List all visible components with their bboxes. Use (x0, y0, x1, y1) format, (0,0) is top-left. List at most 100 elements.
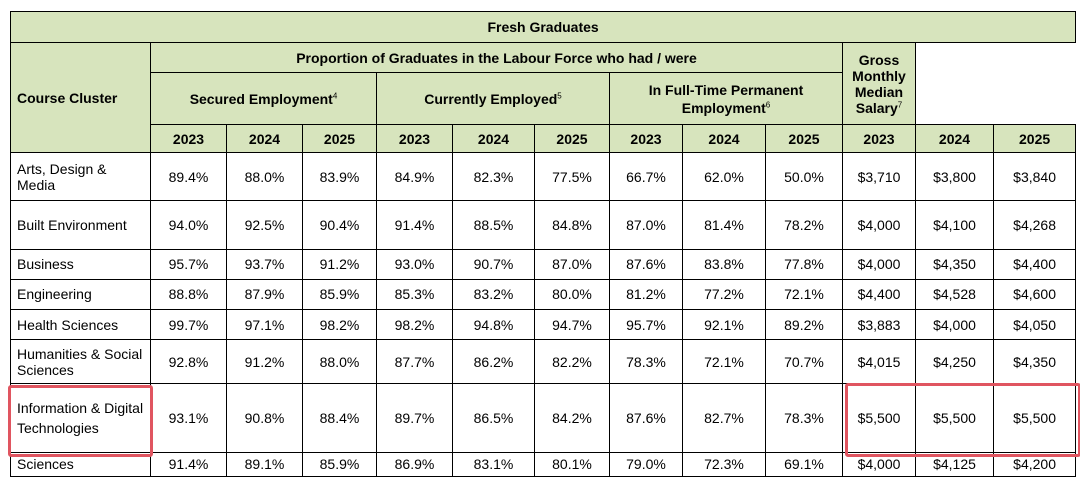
percentage-cell: 78.3% (609, 339, 683, 385)
percentage-cell: 83.9% (302, 151, 377, 202)
year-header: 2024 (452, 124, 535, 153)
salary-cell: $4,015 (842, 339, 916, 385)
course-cluster-cell: Business (10, 248, 151, 280)
percentage-cell: 98.2% (376, 308, 453, 341)
percentage-cell: 85.9% (302, 278, 377, 310)
percentage-cell: 84.8% (534, 200, 610, 250)
percentage-cell: 92.8% (150, 339, 227, 385)
fresh-graduates-table: Fresh Graduates Course Cluster Proportio… (9, 11, 1077, 478)
full-time-permanent-header: In Full-Time Permanent Employment6 (609, 72, 843, 125)
year-header: 2025 (765, 124, 843, 153)
percentage-cell: 95.7% (150, 248, 227, 280)
secured-employment-label: Secured Employment (189, 90, 333, 107)
percentage-cell: 62.0% (682, 151, 766, 202)
percentage-cell: 87.6% (609, 248, 683, 280)
percentage-cell: 84.9% (376, 151, 453, 202)
year-header: 2023 (609, 124, 683, 153)
percentage-cell: 77.8% (765, 248, 843, 280)
full-time-permanent-note: 6 (765, 99, 771, 109)
table-row: Business 95.7% 93.7% 91.2% 93.0% 90.7% 87.0% 87… (10, 248, 1077, 280)
salary-note: 7 (897, 99, 903, 109)
percentage-cell: 86.2% (452, 339, 535, 385)
percentage-cell: 91.4% (150, 451, 227, 478)
percentage-cell: 89.4% (150, 151, 227, 202)
percentage-cell: 82.3% (452, 151, 535, 202)
year-header: 2025 (992, 124, 1077, 153)
percentage-cell: 72.1% (682, 339, 766, 385)
table-title: Fresh Graduates (9, 11, 1077, 43)
salary-cell: $4,268 (992, 200, 1077, 250)
percentage-cell: 89.2% (765, 308, 843, 341)
course-cluster-cell: Arts, Design & Media (10, 151, 151, 202)
percentage-cell: 87.7% (376, 339, 453, 385)
percentage-cell: 79.0% (609, 451, 683, 478)
salary-cell: $4,000 (842, 248, 916, 280)
percentage-cell: 82.2% (534, 339, 610, 385)
course-cluster-cell: Information & Digital Technologies (10, 383, 151, 453)
salary-cell: $4,400 (992, 248, 1077, 280)
full-time-permanent-label: In Full-Time Permanent Employment (648, 81, 804, 116)
percentage-cell: 72.3% (682, 451, 766, 478)
percentage-cell: 87.0% (534, 248, 610, 280)
percentage-cell: 87.6% (609, 383, 683, 453)
salary-cell: $4,528 (915, 278, 994, 310)
percentage-cell: 85.3% (376, 278, 453, 310)
table-row: Engineering 88.8% 87.9% 85.9% 85.3% 83.2% 80.0… (10, 278, 1077, 310)
salary-cell: $4,000 (842, 451, 916, 478)
secured-employment-note: 4 (332, 90, 338, 100)
salary-cell: $4,050 (992, 308, 1077, 341)
year-header: 2025 (302, 124, 377, 153)
percentage-cell: 50.0% (765, 151, 843, 202)
percentage-cell: 89.1% (226, 451, 303, 478)
percentage-cell: 99.7% (150, 308, 227, 341)
percentage-cell: 83.2% (452, 278, 535, 310)
percentage-cell: 97.1% (226, 308, 303, 341)
percentage-cell: 87.9% (226, 278, 303, 310)
salary-cell: $5,500 (992, 383, 1077, 453)
percentage-cell: 70.7% (765, 339, 843, 385)
salary-cell: $4,125 (915, 451, 994, 478)
year-header: 2023 (376, 124, 453, 153)
percentage-cell: 88.0% (226, 151, 303, 202)
year-header: 2024 (682, 124, 766, 153)
percentage-cell: 85.9% (302, 451, 377, 478)
salary-cell: $3,710 (842, 151, 916, 202)
secured-employment-header: Secured Employment4 (150, 72, 377, 125)
percentage-cell: 86.5% (452, 383, 535, 453)
percentage-cell: 95.7% (609, 308, 683, 341)
percentage-cell: 77.2% (682, 278, 766, 310)
table-row: Humanities & Social Sciences 92.8% 91.2% 88… (10, 339, 1077, 385)
percentage-cell: 98.2% (302, 308, 377, 341)
percentage-cell: 88.0% (302, 339, 377, 385)
percentage-cell: 91.4% (376, 200, 453, 250)
salary-cell: $4,400 (842, 278, 916, 310)
salary-cell: $4,200 (992, 451, 1077, 478)
percentage-cell: 83.1% (452, 451, 535, 478)
percentage-cell: 90.7% (452, 248, 535, 280)
percentage-cell: 91.2% (302, 248, 377, 280)
percentage-cell: 82.7% (682, 383, 766, 453)
course-cluster-cell: Sciences (10, 451, 151, 478)
percentage-cell: 94.7% (534, 308, 610, 341)
percentage-cell: 93.0% (376, 248, 453, 280)
salary-cell: $5,500 (915, 383, 994, 453)
salary-cell: $3,840 (992, 151, 1077, 202)
currently-employed-label: Currently Employed (424, 90, 558, 107)
salary-cell: $4,000 (915, 308, 994, 341)
percentage-cell: 83.8% (682, 248, 766, 280)
percentage-cell: 84.2% (534, 383, 610, 453)
year-header: 2024 (226, 124, 303, 153)
percentage-cell: 80.1% (534, 451, 610, 478)
table-row: Built Environment 94.0% 92.5% 90.4% 91.4% 88.… (10, 200, 1077, 250)
salary-header: Gross Monthly Median Salary7 (842, 42, 916, 125)
percentage-cell: 78.3% (765, 383, 843, 453)
percentage-cell: 88.5% (452, 200, 535, 250)
table-row: Information & Digital Technologies 93.1% 9… (10, 383, 1077, 453)
percentage-cell: 87.0% (609, 200, 683, 250)
year-header: 2024 (915, 124, 994, 153)
percentage-cell: 94.0% (150, 200, 227, 250)
percentage-cell: 94.8% (452, 308, 535, 341)
currently-employed-header: Currently Employed5 (376, 72, 610, 125)
percentage-cell: 66.7% (609, 151, 683, 202)
salary-header-label: Gross Monthly Median Salary (852, 51, 906, 116)
